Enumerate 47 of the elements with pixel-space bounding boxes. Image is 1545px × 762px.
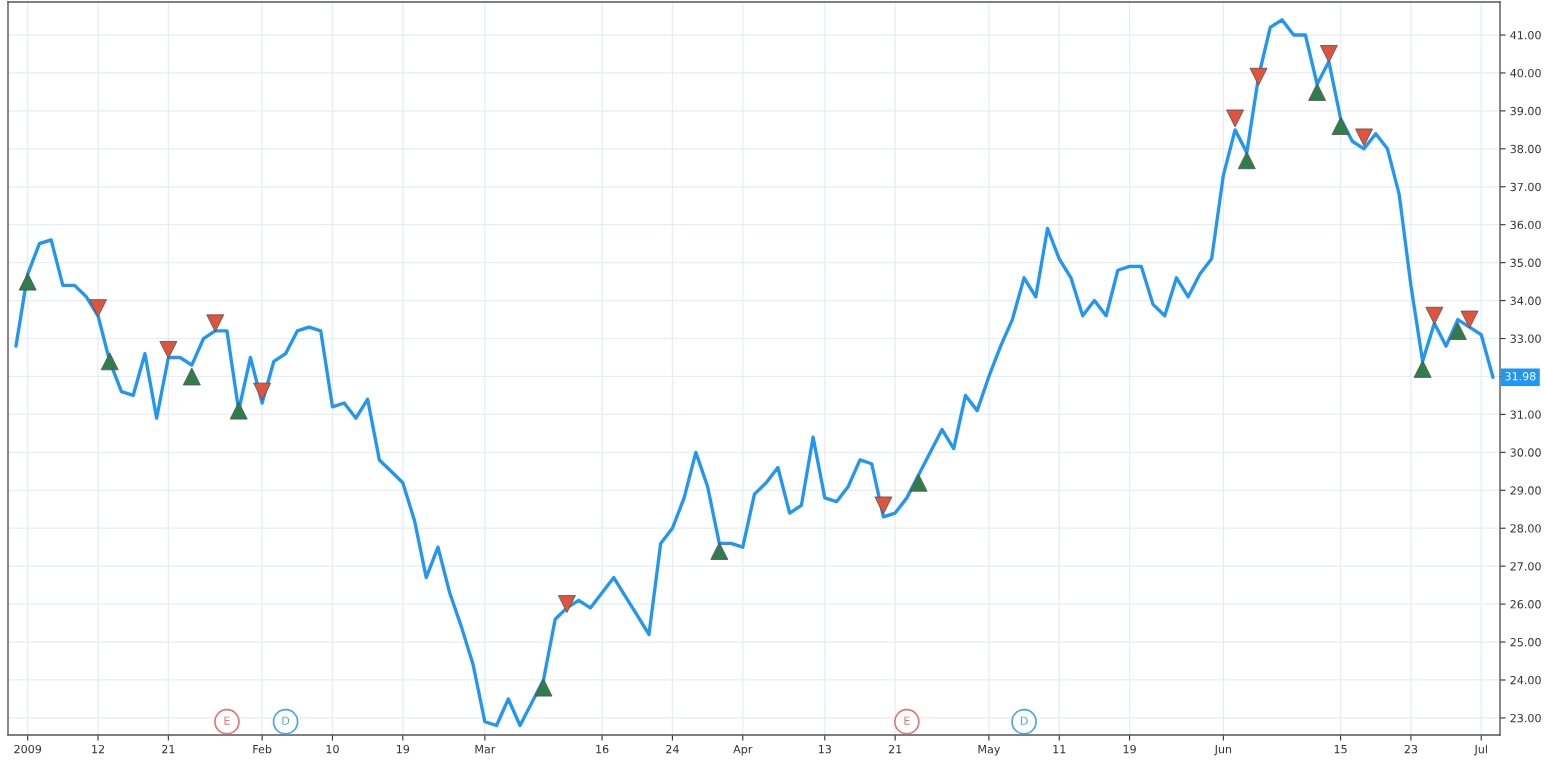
x-tick-label: Apr	[733, 745, 753, 756]
x-tick-label: Mar	[475, 745, 496, 754]
y-tick-label: 33.00	[1510, 334, 1541, 343]
y-tick-label: 27.00	[1510, 562, 1541, 571]
y-tick-label: 40.00	[1510, 68, 1541, 78]
y-tick-label: 25.00	[1510, 638, 1541, 647]
x-tick-label: 19	[1123, 744, 1136, 754]
y-tick-label: 24.00	[1510, 675, 1541, 685]
x-tick-label: 19	[396, 744, 410, 754]
y-tick-label: 28.00	[1510, 524, 1541, 533]
x-tick-label: 12	[92, 744, 104, 754]
x-tick-label: 16	[596, 744, 609, 754]
y-tick-label: 38.00	[1510, 144, 1541, 154]
x-tick-label: 11	[1053, 745, 1066, 754]
x-tick-label: Jul	[1473, 744, 1487, 756]
data-label: D	[1020, 716, 1028, 725]
point	[893, 708, 920, 735]
y-tick-label: 29.00	[1510, 486, 1541, 495]
y-tick-label: 41.00	[1510, 30, 1541, 40]
x-tick-label: 24	[666, 744, 679, 754]
y-tick-label: 31.00	[1510, 410, 1541, 419]
point	[1011, 708, 1037, 735]
x-tick-label: May	[978, 745, 1001, 756]
x-tick-label: 21	[888, 744, 902, 754]
y-tick-label: 36.00	[1510, 220, 1541, 230]
x-tick-label: 2009	[14, 744, 42, 754]
x-tick-label: 23	[1404, 744, 1418, 754]
data-label: E	[904, 716, 910, 725]
x-tick-label: 21	[162, 744, 175, 754]
point	[214, 708, 240, 735]
x-tick-label: 15	[1334, 745, 1347, 754]
x-tick-label: 10	[326, 744, 339, 754]
y-tick-label: 35.00	[1510, 258, 1541, 268]
x-tick-label: 13	[818, 744, 831, 754]
y-tick-label: 26.00	[1510, 600, 1541, 609]
y-tick-label: 39.00	[1510, 106, 1541, 116]
y-tick-label: 30.00	[1510, 448, 1541, 457]
point	[272, 708, 299, 735]
data-label: E	[224, 716, 230, 725]
y-tick-label: 23.00	[1510, 713, 1541, 723]
data-label: D	[282, 716, 290, 725]
y-tick-label: 37.00	[1510, 182, 1541, 192]
y-tick-label: 34.00	[1510, 296, 1541, 305]
data-label: 31.98	[1505, 372, 1536, 381]
line-series	[14, 18, 1495, 728]
x-tick-label: Jun	[1214, 745, 1232, 756]
x-tick-label: Feb	[253, 744, 272, 754]
